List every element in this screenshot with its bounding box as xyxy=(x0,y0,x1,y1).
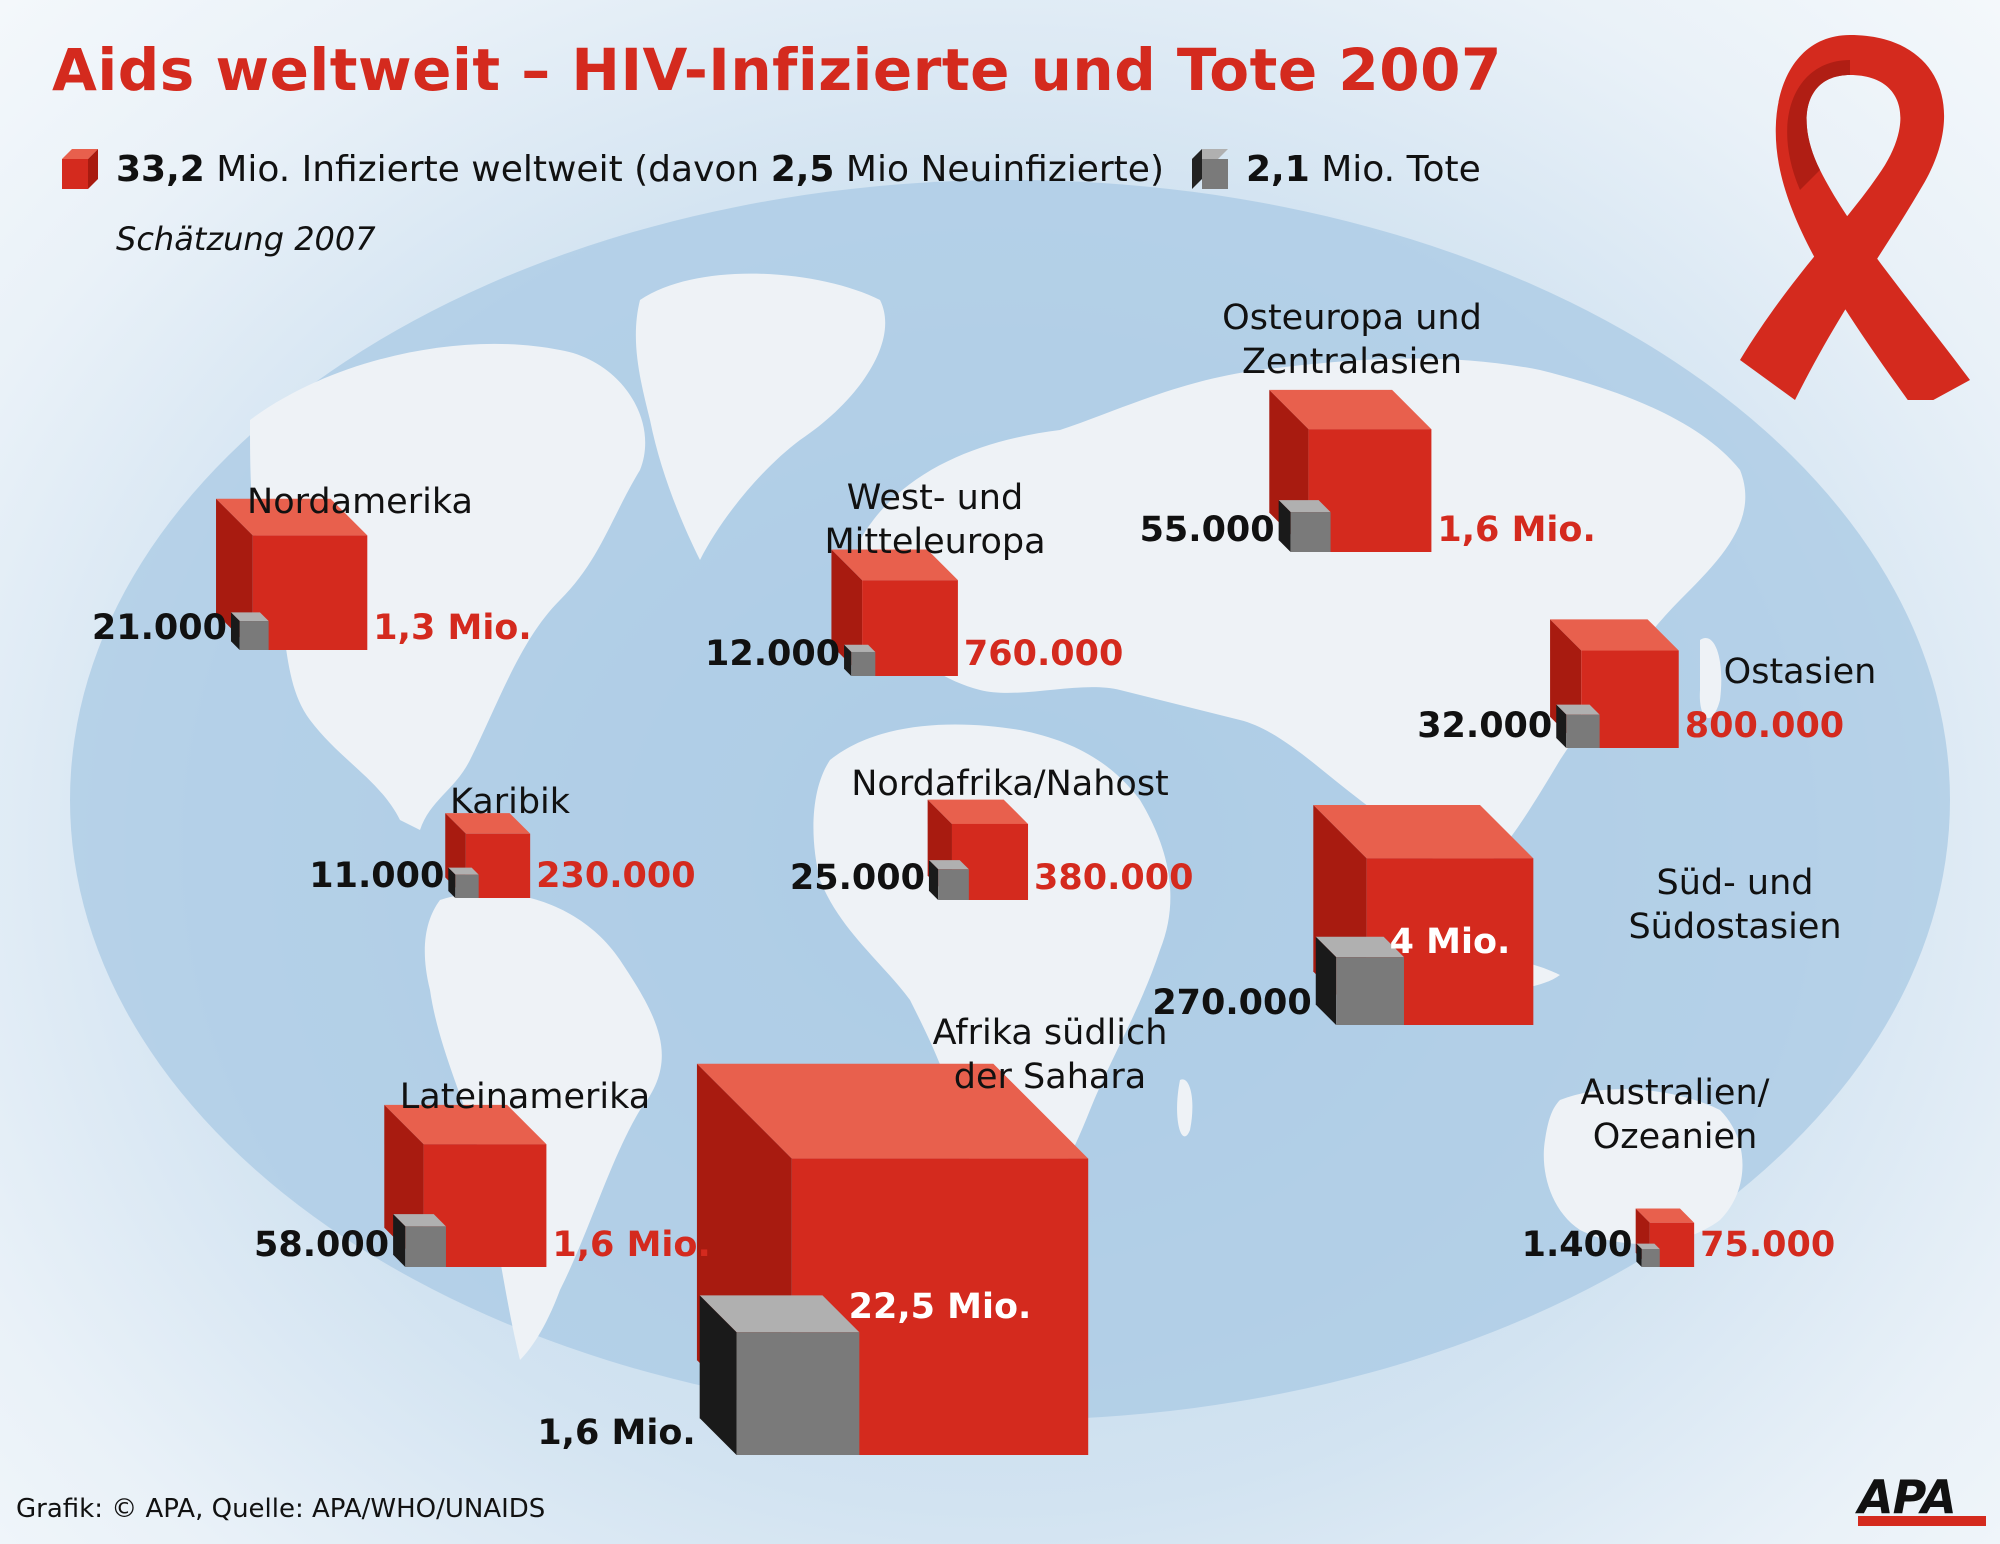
region-name: Lateinamerika xyxy=(399,1077,651,1117)
infected-cube xyxy=(216,498,368,650)
infected-value: 1,6 Mio. xyxy=(1437,510,1596,550)
deaths-value: 21.000 xyxy=(91,608,227,648)
infected-value: 800.000 xyxy=(1684,706,1845,746)
deaths-value: 55.000 xyxy=(1139,510,1275,550)
deaths-value: 25.000 xyxy=(789,858,925,898)
deaths-value: 1.400 xyxy=(1521,1225,1633,1265)
infected-cube xyxy=(445,813,531,898)
infected-value: 760.000 xyxy=(963,634,1124,674)
legend-new-infected-text: Mio Neuinfizierte) xyxy=(834,148,1164,190)
region-name: Osteuropa und Zentralasien xyxy=(1222,298,1482,382)
deaths-value: 58.000 xyxy=(254,1225,390,1265)
deaths-cube xyxy=(1556,704,1600,748)
deaths-cube xyxy=(393,1214,446,1267)
region-name: Karibik xyxy=(449,782,571,822)
infected-value: 4 Mio. xyxy=(1389,921,1511,962)
region-name: Australien/ Ozeanien xyxy=(1580,1073,1770,1157)
deaths-value: 270.000 xyxy=(1152,983,1312,1023)
legend-infected-text: Mio. Infizierte weltweit (davon xyxy=(204,148,771,190)
infected-cube xyxy=(1269,389,1432,552)
deaths-cube xyxy=(1636,1243,1660,1267)
region-name: Ostasien xyxy=(1723,652,1877,692)
deaths-cube xyxy=(699,1295,860,1455)
region-name: Süd- und Südostasien xyxy=(1628,863,1842,947)
chart-title: Aids weltweit – HIV-Infizierte und Tote … xyxy=(52,36,1502,104)
region-name: Nordafrika/Nahost xyxy=(851,764,1169,804)
legend-new-infected: 2,5 xyxy=(770,148,835,190)
subtitle: Schätzung 2007 xyxy=(116,220,376,258)
infected-value: 22,5 Mio. xyxy=(848,1286,1032,1327)
legend: 33,2 Mio. Infizierte weltweit (davon 2,5… xyxy=(56,145,1481,193)
deaths-cube xyxy=(1278,500,1331,552)
infected-value: 75.000 xyxy=(1700,1225,1836,1265)
infected-value: 1,6 Mio. xyxy=(552,1225,711,1265)
legend-infected-swatch xyxy=(62,149,98,189)
aids-ribbon-icon xyxy=(1740,35,1970,400)
deaths-cube xyxy=(844,644,876,676)
deaths-cube xyxy=(448,867,479,898)
deaths-value: 11.000 xyxy=(309,856,445,896)
infected-value: 380.000 xyxy=(1034,858,1194,898)
deaths-value: 12.000 xyxy=(704,634,841,674)
region-name: Nordamerika xyxy=(247,482,473,522)
logo-text: APA xyxy=(1858,1470,1957,1524)
region-name: West- und Mitteleuropa xyxy=(824,478,1046,562)
infected-cube xyxy=(927,799,1029,900)
source-credit: Grafik: © APA, Quelle: APA/WHO/UNAIDS xyxy=(16,1494,546,1524)
legend-infected-total: 33,2 xyxy=(116,148,205,190)
region-name: Afrika südlich der Sahara xyxy=(932,1013,1168,1097)
infected-cube xyxy=(831,549,958,676)
deaths-cube xyxy=(230,612,269,650)
infected-value: 1,3 Mio. xyxy=(373,608,532,648)
legend-deaths-total: 2,1 xyxy=(1246,148,1310,190)
deaths-value: 32.000 xyxy=(1417,706,1553,746)
legend-deaths-swatch xyxy=(1192,149,1228,189)
deaths-cube xyxy=(1315,936,1404,1025)
apa-logo: APA xyxy=(1858,1470,1986,1526)
logo-bar xyxy=(1858,1516,1986,1526)
legend-deaths-text: Mio. Tote xyxy=(1309,148,1481,190)
deaths-cube xyxy=(928,860,969,900)
deaths-value: 1,6 Mio. xyxy=(537,1413,696,1453)
infected-value: 230.000 xyxy=(536,856,696,896)
